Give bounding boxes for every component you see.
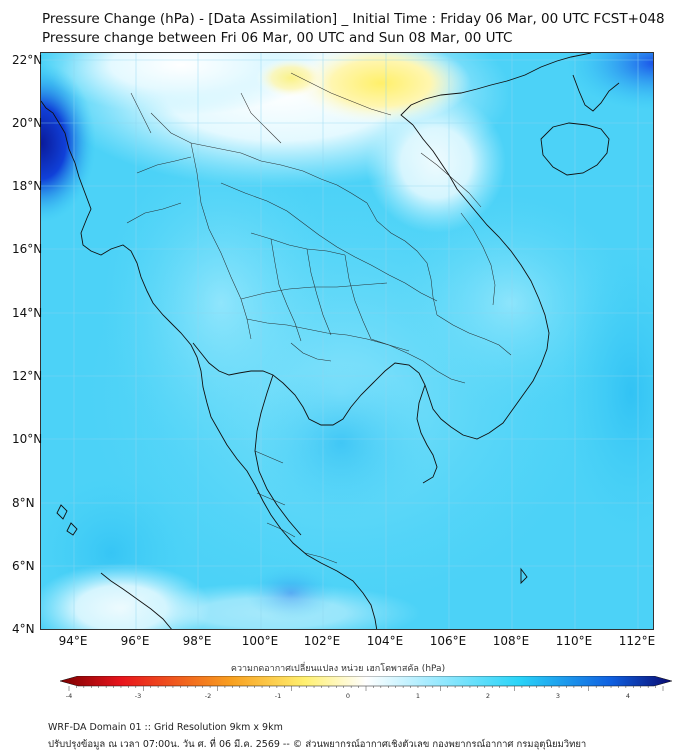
colorbar-tick-label: 3 — [555, 692, 561, 700]
colorbar-tick-label: -2 — [204, 692, 212, 700]
colorbar-title: ความกดอากาศเปลี่ยนแปลง หน่วย เฮกโตพาสคัล… — [230, 664, 446, 674]
lon-label: 108°E — [492, 634, 530, 648]
lon-label: 94°E — [58, 634, 88, 648]
admin-borders — [126, 72, 512, 564]
lon-label: 106°E — [429, 634, 467, 648]
lon-label: 100°E — [241, 634, 279, 648]
footer-model-info: WRF-DA Domain 01 :: Grid Resolution 9km … — [48, 722, 283, 733]
colorbar-tick-label: 0 — [345, 692, 351, 700]
colorbar-tick-label: 1 — [415, 692, 421, 700]
lat-label: 14°N — [12, 306, 43, 320]
colorbar — [60, 676, 672, 691]
lat-label: 12°N — [12, 369, 43, 383]
lon-label: 102°E — [303, 634, 341, 648]
pressure-change-map — [40, 52, 654, 630]
colorbar-tick-label: 4 — [625, 692, 631, 700]
colorbar-gradient — [60, 676, 672, 687]
lon-label: 96°E — [120, 634, 150, 648]
lat-label: 16°N — [12, 242, 43, 256]
lat-label: 4°N — [12, 622, 35, 636]
lat-label: 20°N — [12, 116, 43, 130]
lon-label: 112°E — [618, 634, 656, 648]
coastlines — [41, 53, 620, 629]
graticule — [41, 53, 653, 629]
colorbar-tick-label: -4 — [65, 692, 73, 700]
lon-label: 104°E — [366, 634, 404, 648]
map-title: Pressure Change (hPa) - [Data Assimilati… — [42, 11, 665, 27]
lat-label: 22°N — [12, 53, 43, 67]
lat-label: 18°N — [12, 179, 43, 193]
lat-label: 10°N — [12, 432, 43, 446]
lon-label: 110°E — [555, 634, 593, 648]
lat-label: 8°N — [12, 496, 35, 510]
lat-label: 6°N — [12, 559, 35, 573]
lon-label: 98°E — [182, 634, 212, 648]
footer-credit: ปรับปรุงข้อมูล ณ เวลา 07:00น. วัน ศ. ที่… — [48, 739, 587, 750]
colorbar-tick-label: 2 — [485, 692, 491, 700]
colorbar-tick-label: -3 — [134, 692, 142, 700]
map-subtitle: Pressure change between Fri 06 Mar, 00 U… — [42, 30, 513, 46]
colorbar-tick-label: -1 — [274, 692, 282, 700]
